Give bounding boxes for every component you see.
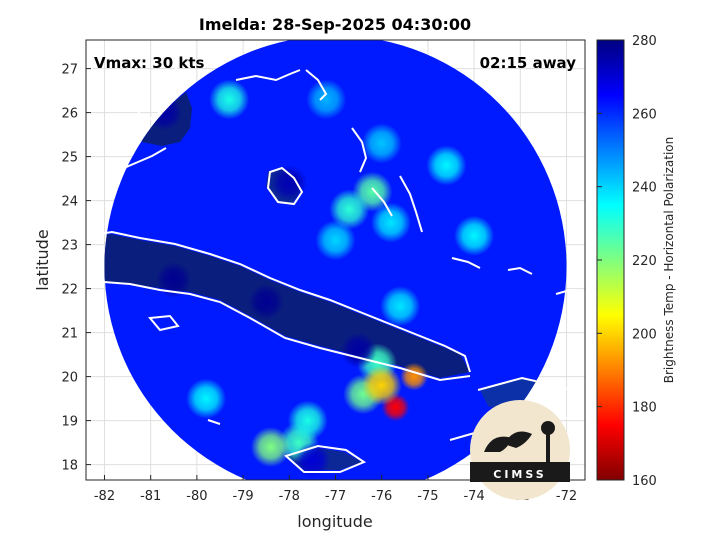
vmax-annotation: Vmax: 30 kts [94, 54, 204, 72]
feature-cell [329, 189, 370, 230]
feature-cell [380, 286, 421, 327]
feature-cell [250, 427, 291, 467]
feature-cell [370, 202, 411, 243]
y-tick-label: 23 [61, 239, 78, 254]
y-ticks: 18 19 20 21 22 23 24 25 26 27 [61, 63, 91, 474]
feature-cell [155, 261, 192, 298]
colorbar-tick-label: 280 [632, 34, 657, 49]
x-tick-label: -76 [371, 489, 392, 504]
coast-small-keys [127, 403, 221, 425]
feature-cell [209, 79, 250, 120]
y-tick-label: 21 [61, 327, 78, 342]
tower-icon [546, 430, 550, 464]
coast-caicos [555, 288, 581, 297]
y-tick-label: 27 [61, 63, 78, 78]
coast-isla-juventud [148, 314, 180, 332]
feature-cell [400, 362, 429, 391]
y-tick-label: 24 [61, 195, 78, 210]
logo-text: CIMSS [493, 468, 546, 481]
dish-icon-2 [504, 431, 532, 448]
coast-florida [86, 40, 182, 126]
colorbar-label: Brightness Temp - Horizontal Polarizatio… [662, 137, 676, 384]
coast-eleuthera [351, 127, 368, 173]
colorbar-tick-label: 180 [632, 401, 657, 416]
coastlines [86, 40, 585, 473]
y-tick-label: 26 [61, 107, 78, 122]
colorbar-tick-label: 260 [632, 107, 657, 122]
coast-hispaniola [477, 376, 585, 395]
coast-jamaica [284, 444, 367, 473]
x-tick-label: -77 [325, 489, 346, 504]
coast-andros [266, 166, 304, 206]
feature-cell [271, 165, 308, 201]
x-tick-label: -75 [417, 489, 438, 504]
feature-cell [361, 123, 402, 164]
x-tick-label: -79 [232, 489, 253, 504]
feature-cell [340, 332, 377, 369]
feature-cell [287, 400, 328, 441]
colorbar-tick-label: 240 [632, 181, 657, 196]
coast-grand-bahama [235, 69, 301, 82]
colorbar-tick-label: 220 [632, 254, 657, 269]
tower-ball-icon [541, 421, 555, 435]
x-tick-label: -81 [140, 489, 161, 504]
feature-cell [248, 283, 285, 320]
x-tick-label: -78 [279, 489, 300, 504]
coast-inagua [451, 257, 481, 269]
colorbar-tick-label: 200 [632, 327, 657, 342]
time-away-annotation: 02:15 away [480, 54, 577, 72]
coast-abaco [305, 69, 328, 101]
brightness-swath [104, 40, 567, 480]
y-tick-label: 19 [61, 415, 78, 430]
feature-cell [454, 215, 495, 256]
feature-cell [426, 145, 467, 186]
coast-cuba-south [86, 280, 471, 382]
feature-cell [186, 378, 227, 419]
logo-ground [470, 462, 570, 482]
feature-cell [306, 79, 347, 120]
coast-cuba-north [86, 230, 471, 373]
coast-long-island [399, 175, 423, 233]
colorbar-tick-label: 160 [632, 474, 657, 489]
feature-cell [315, 220, 356, 261]
x-tick-label: -72 [556, 489, 577, 504]
cloud-features [146, 79, 495, 479]
x-tick-label: -80 [186, 489, 207, 504]
colorbar-ticks: 160 180 200 220 240 260 280 [597, 34, 657, 489]
x-tick-label: -82 [94, 489, 115, 504]
x-axis-label: longitude [297, 512, 372, 531]
coast-keys [107, 147, 167, 173]
coast-exuma [371, 187, 393, 217]
coast-turks [507, 266, 533, 275]
dish-icon [484, 436, 512, 452]
y-tick-label: 18 [61, 459, 78, 474]
y-tick-label: 22 [61, 283, 78, 298]
feature-cell [361, 365, 402, 406]
y-axis-label: latitude [33, 229, 52, 290]
y-tick-label: 20 [61, 371, 78, 386]
chart-title: Imelda: 28-Sep-2025 04:30:00 [199, 15, 471, 34]
cimss-logo: CIMSS [470, 400, 570, 500]
y-tick-label: 25 [61, 151, 78, 166]
x-tick-label: -74 [463, 489, 484, 504]
